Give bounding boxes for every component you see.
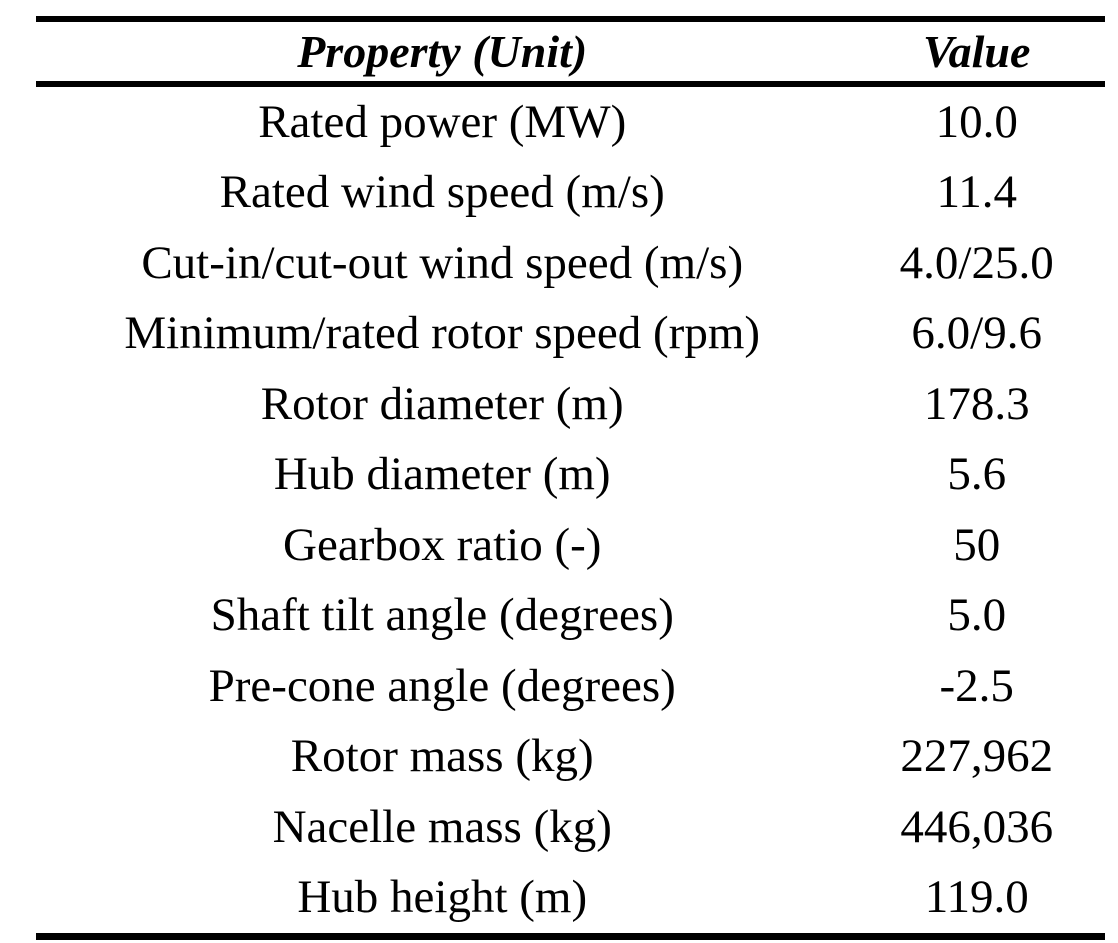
value-cell: 4.0/25.0	[899, 236, 1054, 289]
value-cell: 5.6	[947, 448, 1007, 501]
table-row: Rated power (MW) 10.0	[36, 87, 1105, 158]
table-row: Minimum/rated rotor speed (rpm) 6.0/9.6	[36, 299, 1105, 370]
table-top-rule	[36, 16, 1105, 22]
property-cell: Hub height (m)	[297, 871, 588, 924]
table-mid-rule	[36, 81, 1105, 87]
turbine-properties-table: Property (Unit) Value Rated power (MW) 1…	[36, 0, 1105, 940]
table-row: Hub height (m) 119.0	[36, 863, 1105, 934]
value-cell: 5.0	[947, 589, 1007, 642]
table-row: Hub diameter (m) 5.6	[36, 440, 1105, 511]
table-row: Pre-cone angle (degrees) -2.5	[36, 651, 1105, 722]
value-cell: -2.5	[939, 659, 1014, 712]
table-row: Rotor diameter (m) 178.3	[36, 369, 1105, 440]
table-row: Gearbox ratio (-) 50	[36, 510, 1105, 581]
table-header-row: Property (Unit) Value	[36, 22, 1105, 81]
table-bottom-rule	[36, 933, 1105, 940]
table-row: Rated wind speed (m/s) 11.4	[36, 158, 1105, 229]
value-cell: 10.0	[935, 95, 1018, 148]
table-body: Rated power (MW) 10.0 Rated wind speed (…	[36, 87, 1105, 933]
value-cell: 11.4	[936, 166, 1017, 219]
table-row: Shaft tilt angle (degrees) 5.0	[36, 581, 1105, 652]
table-row: Nacelle mass (kg) 446,036	[36, 792, 1105, 863]
value-cell: 227,962	[900, 730, 1054, 783]
value-cell: 50	[953, 518, 1001, 571]
property-cell: Pre-cone angle (degrees)	[208, 659, 676, 712]
column-header-property: Property (Unit)	[297, 25, 588, 77]
property-cell: Hub diameter (m)	[273, 448, 611, 501]
property-cell: Shaft tilt angle (degrees)	[210, 589, 674, 642]
property-cell: Minimum/rated rotor speed (rpm)	[124, 307, 761, 360]
value-cell: 6.0/9.6	[911, 307, 1042, 360]
property-cell: Rated power (MW)	[258, 95, 627, 148]
property-cell: Gearbox ratio (-)	[283, 518, 602, 571]
table-row: Cut-in/cut-out wind speed (m/s) 4.0/25.0	[36, 228, 1105, 299]
value-cell: 119.0	[924, 871, 1029, 924]
property-cell: Rotor mass (kg)	[290, 730, 594, 783]
property-cell: Rotor diameter (m)	[260, 377, 624, 430]
property-cell: Cut-in/cut-out wind speed (m/s)	[141, 236, 744, 289]
column-header-value: Value	[923, 25, 1031, 77]
value-cell: 446,036	[900, 800, 1054, 853]
property-cell: Rated wind speed (m/s)	[219, 166, 665, 219]
table-row: Rotor mass (kg) 227,962	[36, 722, 1105, 793]
property-cell: Nacelle mass (kg)	[272, 800, 612, 853]
value-cell: 178.3	[923, 377, 1030, 430]
